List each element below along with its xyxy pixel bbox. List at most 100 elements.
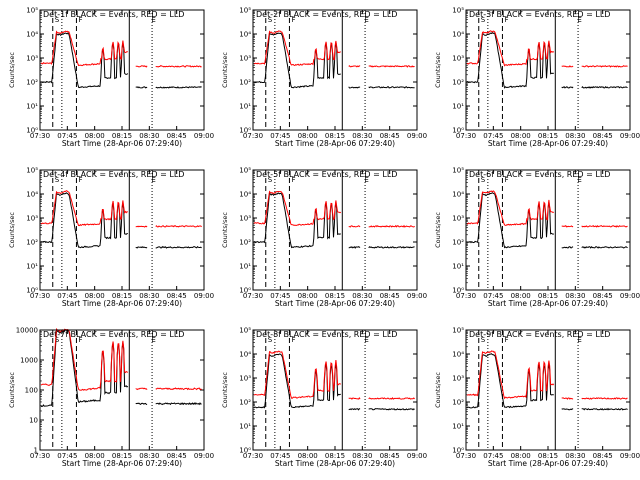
y-tick-label: 10⁰ — [452, 287, 464, 295]
series-line-events — [253, 191, 341, 249]
y-tick-label: 10⁴ — [26, 191, 38, 199]
series-line-events — [561, 246, 574, 249]
x-tick-label: 08:30 — [565, 292, 585, 300]
series-line-lld — [40, 190, 129, 227]
y-tick-label: 10⁵ — [26, 7, 38, 15]
y-tick-label: 10⁵ — [239, 7, 251, 15]
x-tick-label: 07:30 — [456, 452, 476, 460]
y-tick-label: 10² — [26, 239, 38, 247]
series-line-events — [581, 407, 628, 411]
marker-label: S — [481, 16, 486, 24]
y-tick-label: 10² — [452, 79, 464, 87]
series-line-lld — [368, 397, 415, 400]
x-tick-label: 08:45 — [593, 292, 613, 300]
y-tick-label: 10⁰ — [239, 127, 251, 135]
series-line-events — [40, 192, 128, 249]
y-tick-label: 10² — [452, 239, 464, 247]
x-tick-label: 07:30 — [243, 292, 263, 300]
x-tick-label: 07:30 — [30, 132, 50, 140]
y-tick-label: 10⁰ — [452, 447, 464, 455]
chart-panel-2: Det-2f BLACK = Events, RED = LLD 10⁰ 10¹ 10… — [221, 7, 427, 149]
x-axis-label: Start Time (28-Apr-06 07:29:40) — [488, 459, 608, 468]
x-tick-label: 07:45 — [483, 132, 503, 140]
series-line-lld — [40, 327, 129, 391]
y-tick-label: 10³ — [239, 215, 251, 223]
x-tick-label: 07:30 — [243, 132, 263, 140]
chart-panel-6: Det-6f BLACK = Events, RED = LLD 10⁰ 10¹ 10… — [434, 167, 640, 309]
marker-label: S — [481, 336, 486, 344]
marker-label: E — [577, 176, 581, 184]
x-tick-label: 09:00 — [407, 132, 427, 140]
y-tick-label: 10² — [239, 79, 251, 87]
x-tick-label: 09:00 — [407, 292, 427, 300]
x-tick-label: 07:30 — [30, 292, 50, 300]
x-tick-label: 08:45 — [167, 132, 187, 140]
chart-title: Det-5f BLACK = Events, RED = LLD — [256, 170, 397, 179]
series-line-events — [155, 245, 202, 249]
x-tick-label: 09:00 — [407, 452, 427, 460]
y-tick-label: 10 — [29, 417, 38, 425]
y-tick-label: 10¹ — [239, 103, 251, 111]
series-line-events — [561, 85, 574, 89]
marker-label: F — [78, 16, 82, 24]
plot-frame — [252, 169, 418, 291]
y-tick-label: 10⁰ — [239, 287, 251, 295]
x-axis-label: Start Time (28-Apr-06 07:29:40) — [488, 299, 608, 308]
y-tick-label: 10¹ — [452, 103, 464, 111]
marker-label: E — [577, 336, 581, 344]
x-axis-label: Start Time (28-Apr-06 07:29:40) — [62, 299, 182, 308]
y-axis-label: Counts/sec — [434, 212, 442, 248]
y-tick-label: 10³ — [239, 375, 251, 383]
x-tick-label: 08:45 — [593, 452, 613, 460]
plot-frame — [39, 329, 205, 451]
y-axis-label: Counts/sec — [434, 372, 442, 408]
series-line-lld — [466, 190, 555, 226]
y-axis-label: Counts/sec — [8, 52, 16, 88]
x-tick-label: 08:30 — [139, 452, 159, 460]
y-axis-label: Counts/sec — [221, 52, 229, 88]
x-tick-label: 08:00 — [298, 132, 318, 140]
x-tick-label: 09:00 — [620, 292, 640, 300]
x-tick-label: 07:45 — [483, 452, 503, 460]
series-line-lld — [253, 190, 342, 226]
y-tick-label: 10⁰ — [26, 287, 38, 295]
x-tick-label: 07:45 — [57, 132, 77, 140]
x-tick-label: 08:00 — [298, 452, 318, 460]
y-axis-label: Counts/sec — [434, 52, 442, 88]
marker-label: F — [504, 336, 508, 344]
x-tick-label: 08:45 — [167, 292, 187, 300]
y-tick-label: 10² — [26, 79, 38, 87]
series-line-lld — [368, 224, 415, 228]
y-tick-label: 10² — [239, 239, 251, 247]
series-line-lld — [253, 30, 341, 67]
series-line-lld — [561, 65, 574, 68]
x-tick-label: 08:00 — [511, 292, 531, 300]
chart-panel-1: Det-1f BLACK = Events, RED = LLD 10⁰ 10¹ 10… — [8, 7, 214, 149]
x-tick-label: 08:00 — [298, 292, 318, 300]
x-axis-label: Start Time (28-Apr-06 07:29:40) — [275, 299, 395, 308]
y-tick-label: 10¹ — [26, 103, 38, 111]
chart-title: Det-4f BLACK = Events, RED = LLD — [43, 170, 184, 179]
marker-label: S — [268, 16, 273, 24]
x-tick-label: 09:00 — [620, 132, 640, 140]
marker-label: S — [268, 336, 273, 344]
series-line-lld — [466, 350, 555, 400]
x-tick-label: 08:00 — [85, 292, 105, 300]
x-tick-label: 07:45 — [57, 292, 77, 300]
series-line-events — [253, 32, 341, 89]
series-line-lld — [135, 387, 148, 391]
series-line-events — [135, 402, 148, 406]
x-tick-label: 08:00 — [511, 452, 531, 460]
series-line-lld — [135, 225, 148, 228]
chart-panel-4: Det-4f BLACK = Events, RED = LLD 10⁰ 10¹ 10… — [8, 167, 214, 309]
series-line-events — [135, 86, 148, 89]
y-tick-label: 10¹ — [239, 263, 251, 271]
x-tick-label: 08:30 — [352, 292, 372, 300]
y-tick-label: 1000 — [20, 357, 38, 365]
series-line-lld — [561, 225, 574, 228]
marker-label: S — [55, 336, 60, 344]
x-axis-label: Start Time (28-Apr-06 07:29:40) — [275, 139, 395, 148]
x-tick-label: 09:00 — [194, 452, 214, 460]
y-tick-label: 10³ — [26, 215, 38, 223]
marker-label: S — [55, 176, 60, 184]
